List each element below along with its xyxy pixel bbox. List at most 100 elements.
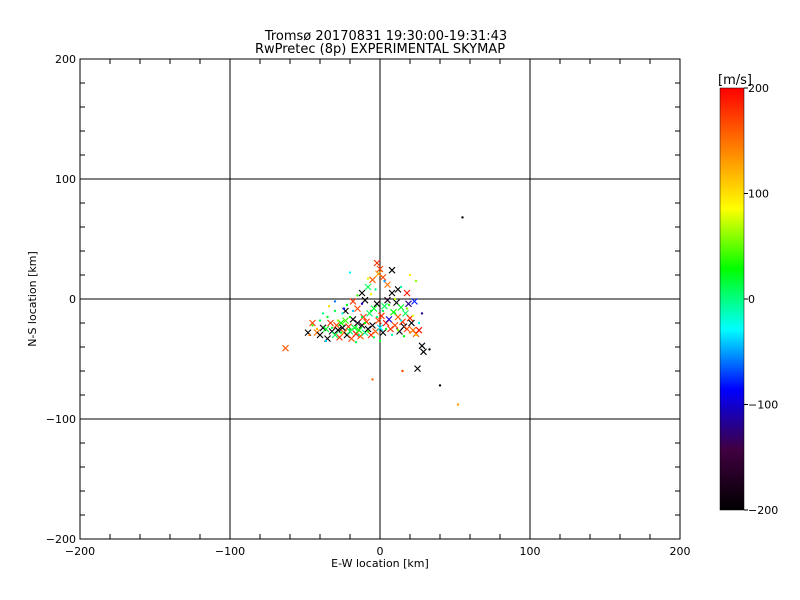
data-point-dot bbox=[342, 307, 346, 310]
data-point-dot bbox=[366, 330, 370, 333]
data-point-dot bbox=[360, 315, 364, 319]
data-point-cross bbox=[376, 265, 384, 273]
data-point-cross bbox=[397, 304, 405, 311]
y-axis-ticks bbox=[80, 58, 680, 540]
data-point-dot bbox=[308, 333, 311, 337]
data-point-cross bbox=[388, 266, 396, 274]
data-point-cross bbox=[339, 324, 346, 332]
data-point-dot bbox=[411, 314, 415, 317]
data-point-dot bbox=[387, 303, 391, 307]
data-point-cross bbox=[342, 317, 349, 324]
colorbar-unit-label: [m/s] bbox=[718, 73, 752, 88]
data-point-cross bbox=[379, 329, 387, 336]
data-point-dot bbox=[333, 309, 337, 313]
data-point-cross bbox=[354, 305, 361, 312]
data-point-dot bbox=[354, 341, 358, 344]
data-point-dot bbox=[321, 312, 325, 315]
x-axis-ticks bbox=[79, 59, 681, 539]
data-point-cross bbox=[403, 289, 411, 297]
chart-subtitle: RwPretec (8p) EXPERIMENTAL SKYMAP bbox=[255, 42, 505, 57]
data-point-cross bbox=[384, 296, 391, 304]
y-axis-tick-labels: −200 −100 0 100 200 bbox=[46, 53, 76, 546]
data-point-cross bbox=[375, 270, 382, 278]
data-point-dot bbox=[383, 279, 386, 283]
data-point-dot bbox=[369, 309, 373, 313]
data-point-cross bbox=[369, 322, 376, 329]
data-point-cross bbox=[373, 259, 381, 267]
data-point-dot bbox=[348, 315, 352, 319]
data-point-dot bbox=[345, 303, 349, 307]
data-point-dot bbox=[366, 277, 370, 280]
x-tick-label: 200 bbox=[670, 545, 691, 558]
y-axis-label: N-S location [km] bbox=[26, 251, 39, 347]
data-point-dot bbox=[374, 288, 377, 291]
data-point-dot bbox=[461, 216, 464, 219]
y-tick-label: 100 bbox=[55, 173, 76, 186]
data-point-dot bbox=[330, 326, 334, 329]
data-point-dot bbox=[405, 307, 409, 310]
data-point-dot bbox=[417, 321, 421, 325]
data-point-cross bbox=[415, 326, 423, 334]
data-point-dot bbox=[428, 348, 431, 351]
data-point-dot bbox=[384, 327, 388, 331]
data-point-cross bbox=[355, 326, 363, 334]
colorbar-tick-label: −100 bbox=[748, 399, 778, 412]
y-tick-label: −200 bbox=[46, 533, 76, 546]
data-point-cross bbox=[372, 328, 379, 335]
data-point-dot bbox=[378, 339, 382, 343]
data-point-dot bbox=[375, 315, 379, 319]
x-tick-label: −100 bbox=[215, 545, 245, 558]
data-point-dot bbox=[390, 333, 394, 337]
data-point-cross bbox=[391, 322, 399, 329]
data-point-dot bbox=[324, 339, 328, 343]
x-tick-label: 0 bbox=[377, 545, 384, 558]
data-point-cross bbox=[379, 274, 387, 281]
colorbar-ticks: 200 100 0 −100 −200 bbox=[744, 82, 778, 517]
data-point-cross bbox=[375, 317, 382, 324]
data-point-cross bbox=[411, 298, 418, 305]
data-point-cross bbox=[316, 331, 324, 339]
data-point-dot bbox=[393, 297, 397, 301]
data-point-cross bbox=[376, 324, 384, 332]
grid bbox=[80, 59, 680, 539]
data-point-cross bbox=[354, 319, 361, 327]
data-point-dot bbox=[399, 319, 403, 322]
data-point-cross bbox=[385, 316, 393, 323]
data-point-dot bbox=[360, 302, 364, 305]
data-point-dot bbox=[315, 327, 319, 331]
data-point-cross bbox=[360, 313, 367, 321]
data-point-cross bbox=[408, 319, 415, 327]
y-tick-label: 0 bbox=[69, 293, 76, 306]
data-point-dot bbox=[351, 309, 355, 313]
data-point-cross bbox=[369, 276, 376, 284]
data-point-cross bbox=[381, 302, 388, 310]
data-point-dot bbox=[333, 300, 337, 303]
data-point-cross bbox=[388, 289, 396, 297]
data-point-dot bbox=[381, 309, 385, 313]
data-point-cross bbox=[333, 322, 340, 329]
data-point-dot bbox=[371, 378, 374, 381]
data-point-dot bbox=[399, 285, 403, 289]
y-tick-label: 200 bbox=[55, 53, 76, 66]
data-point-cross bbox=[361, 296, 369, 304]
data-point-dot bbox=[318, 319, 322, 322]
data-point-cross bbox=[346, 328, 354, 335]
x-tick-label: 100 bbox=[520, 545, 541, 558]
data-point-dot bbox=[326, 315, 329, 319]
data-point-dot bbox=[393, 312, 397, 315]
x-tick-label: −200 bbox=[65, 545, 95, 558]
data-point-cross bbox=[420, 348, 427, 356]
data-point-dot bbox=[348, 271, 352, 274]
data-point-cross bbox=[403, 325, 411, 333]
plot-area bbox=[79, 58, 681, 540]
data-point-cross bbox=[387, 325, 394, 333]
data-point-dot bbox=[372, 336, 376, 339]
data-point-cross bbox=[364, 283, 372, 291]
data-point-dot bbox=[341, 312, 344, 315]
data-points bbox=[282, 216, 464, 406]
data-point-cross bbox=[282, 344, 289, 352]
data-point-dot bbox=[401, 369, 404, 373]
data-point-cross bbox=[358, 289, 366, 297]
data-point-cross bbox=[327, 319, 334, 327]
